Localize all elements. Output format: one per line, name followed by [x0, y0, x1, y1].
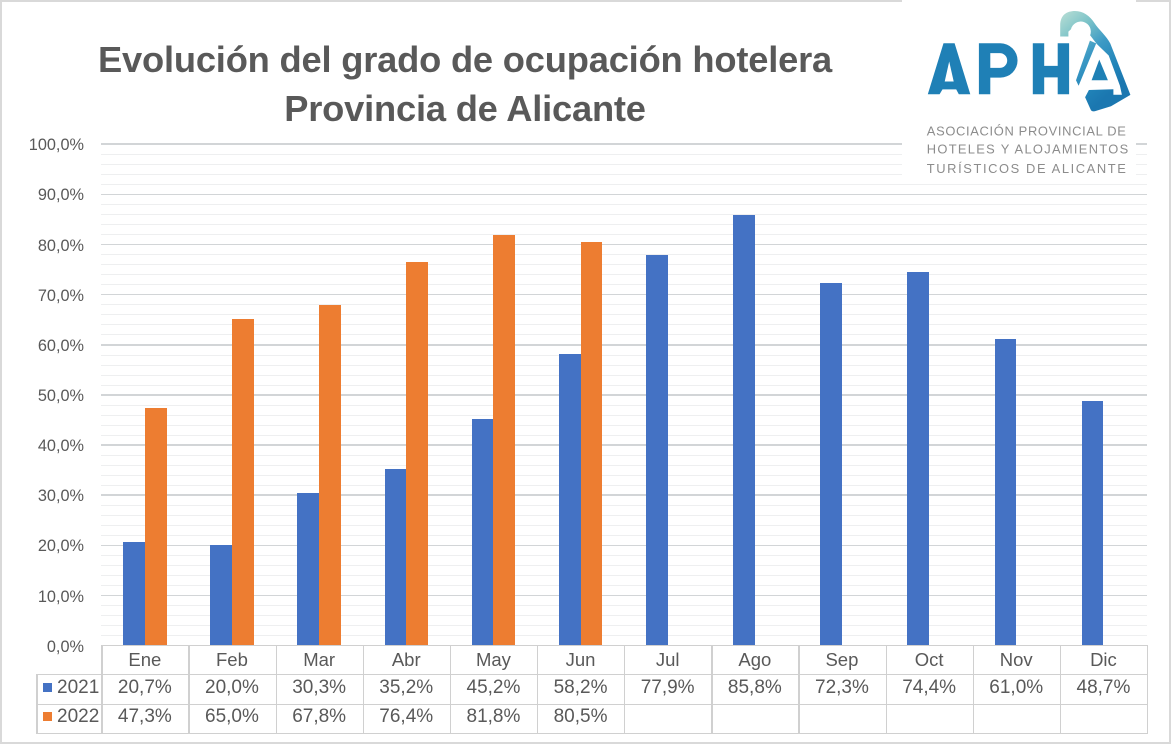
svg-text:ASOCIACIÓN PROVINCIAL DE: ASOCIACIÓN PROVINCIAL DE — [927, 124, 1127, 139]
svg-text:HOTELES Y ALOJAMIENTOS: HOTELES Y ALOJAMIENTOS — [927, 141, 1130, 156]
svg-text:TURÍSTICOS DE ALICANTE: TURÍSTICOS DE ALICANTE — [927, 161, 1128, 176]
